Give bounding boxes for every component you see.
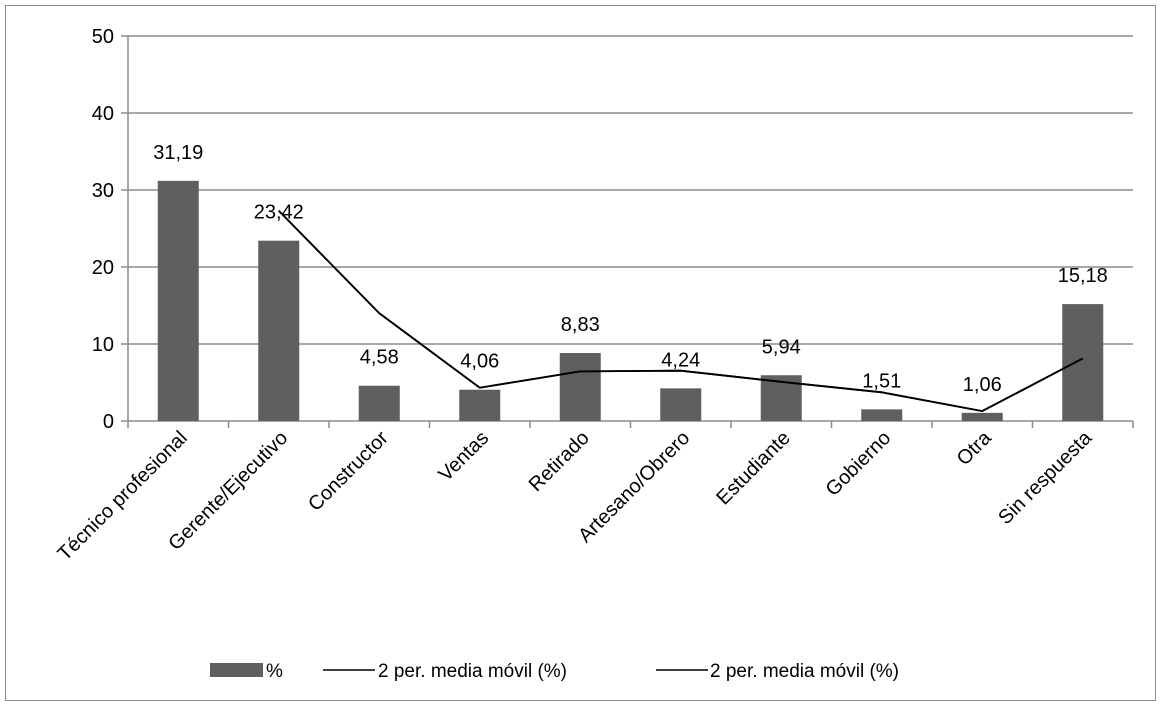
bar [660,388,702,421]
y-tick-label: 30 [92,180,114,202]
x-category-label: Ventas [434,427,493,486]
x-category-label: Retirado [525,427,594,496]
data-label: 5,94 [762,336,801,358]
data-labels: 31,19 23,42 4,58 4,06 8,83 4,24 5,94 1,51 1,06 15… [153,142,1108,396]
y-tick-label: 0 [103,411,114,433]
line-series [278,210,1084,413]
data-label: 1,51 [862,370,901,392]
bar [559,353,601,421]
data-label: 15,18 [1058,265,1108,287]
x-category-label: Gobierno [822,427,896,501]
moving-average-line-2 [278,210,1084,413]
y-tick-label: 50 [92,26,114,48]
x-category-label: Constructor [304,427,393,516]
bar [1062,304,1104,421]
bar [157,180,199,421]
bar [961,412,1003,421]
data-label: 1,06 [963,374,1002,396]
x-category-label: Artesano/Obrero [574,427,694,547]
legend-label-line-1: 2 per. media móvil (%) [378,661,567,682]
y-tick-labels: 0 10 20 30 40 50 [92,26,114,433]
legend-swatch-bar [210,663,263,677]
x-category-label: Estudiante [712,427,794,509]
legend-label-line-2: 2 per. media móvil (%) [710,661,899,682]
bar [358,385,400,421]
legend-label-bar: % [266,661,283,682]
bar [861,409,903,421]
legend: % 2 per. media móvil (%) 2 per. media mó… [210,661,899,682]
y-tick-label: 40 [92,103,114,125]
bar [258,240,300,421]
y-tick-label: 10 [92,334,114,356]
x-category-label: Sin respuesta [994,426,1097,529]
data-label: 23,42 [254,202,304,224]
bar [459,389,501,421]
bar-series [157,180,1104,421]
data-label: 31,19 [153,142,203,164]
data-label: 8,83 [561,314,600,336]
x-category-label: Otra [953,426,997,470]
data-label: 4,58 [360,347,399,369]
data-label: 4,24 [661,349,700,371]
y-tick-label: 20 [92,257,114,279]
data-label: 4,06 [460,351,499,373]
